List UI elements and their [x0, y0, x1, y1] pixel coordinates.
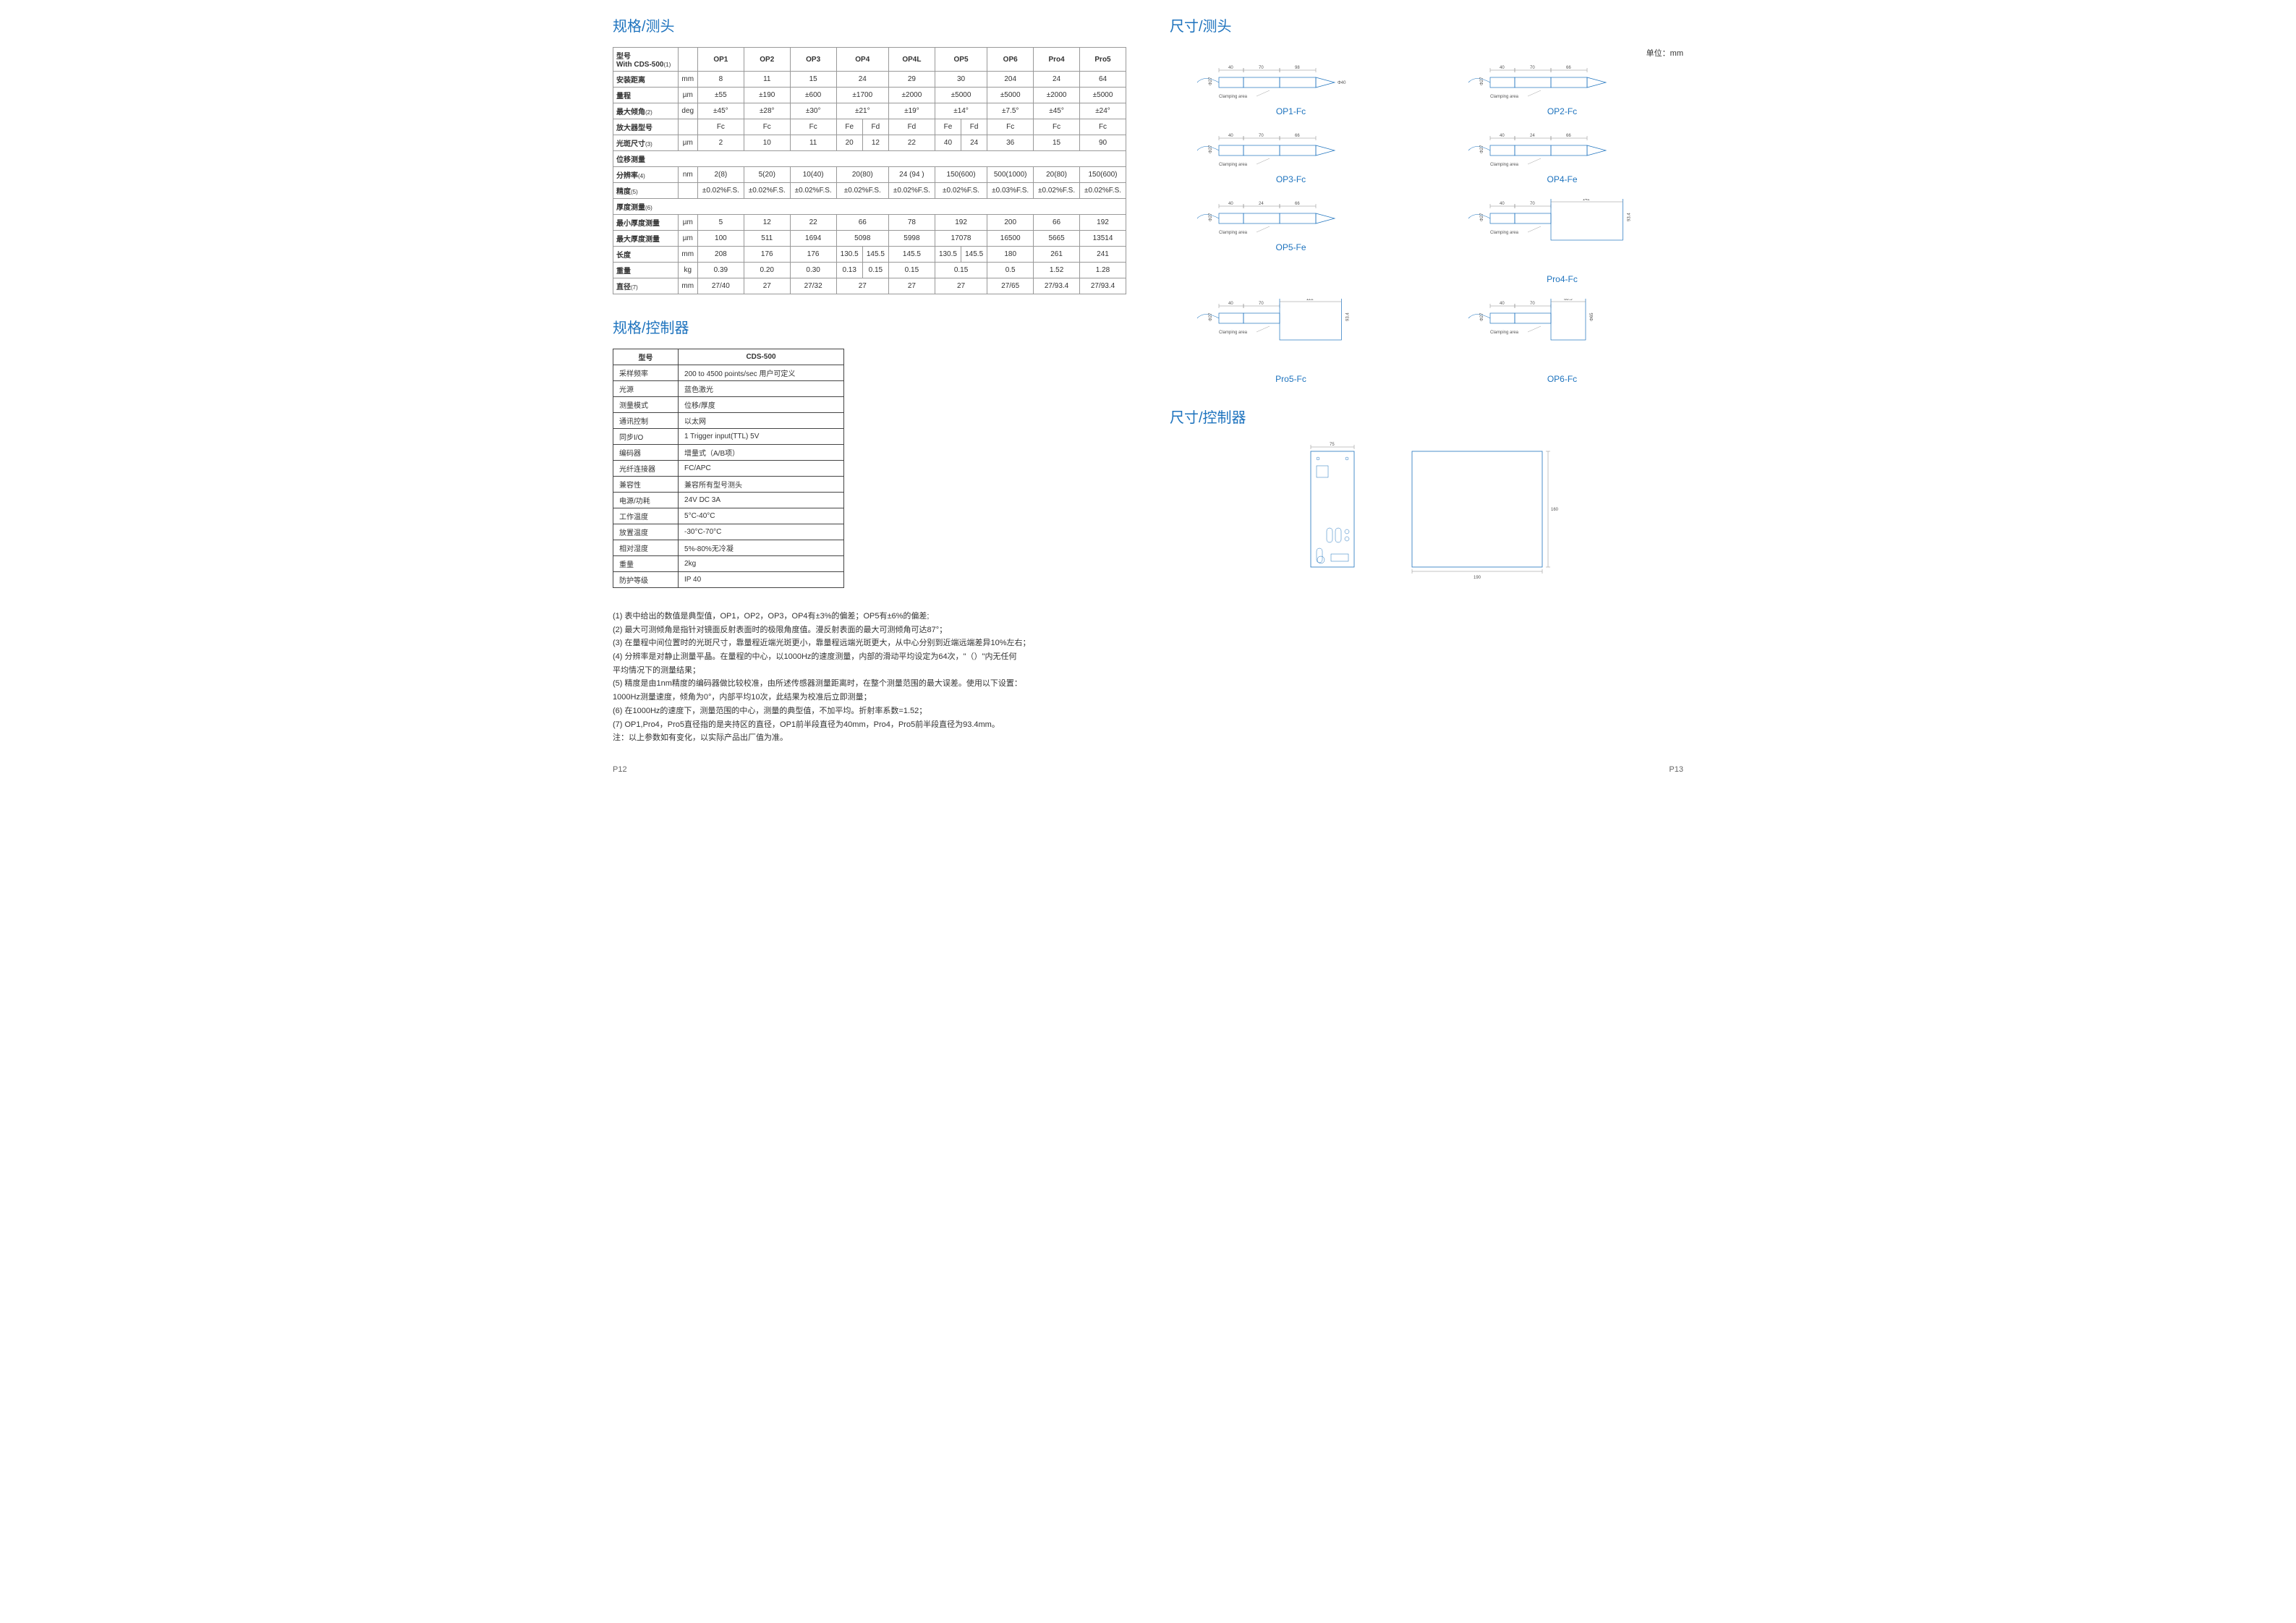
svg-text:93.4: 93.4: [1345, 312, 1350, 321]
svg-text:70: 70: [1259, 134, 1264, 138]
svg-text:40: 40: [1500, 66, 1505, 70]
svg-text:142: 142: [1582, 199, 1590, 202]
svg-text:Φ27: Φ27: [1209, 213, 1213, 221]
svg-text:24: 24: [1530, 134, 1535, 138]
svg-text:Φ65: Φ65: [1589, 312, 1594, 321]
ctrl-table: 型号CDS-500采样频率200 to 4500 points/sec 用户可定…: [613, 349, 844, 588]
svg-text:Clamping area: Clamping area: [1490, 231, 1519, 235]
svg-text:40: 40: [1228, 134, 1233, 138]
svg-text:40: 40: [1228, 202, 1233, 206]
svg-text:Φ27: Φ27: [1480, 312, 1484, 321]
svg-text:Φ27: Φ27: [1480, 213, 1484, 221]
svg-text:70: 70: [1259, 66, 1264, 70]
probe-drawings: 407098Φ40Φ27Clamping areaOP1-Fc407066Φ27…: [1170, 63, 1683, 384]
svg-text:Clamping area: Clamping area: [1490, 163, 1519, 167]
svg-text:Φ27: Φ27: [1480, 145, 1484, 153]
page-number-right: P13: [1669, 765, 1683, 774]
svg-text:24: 24: [1259, 202, 1264, 206]
svg-text:66: 66: [1566, 134, 1571, 138]
svg-text:70: 70: [1530, 302, 1535, 306]
page-left: 规格/测头 型号With CDS-500(1)OP1OP2OP3OP4OP4LO…: [613, 14, 1126, 745]
svg-text:40: 40: [1500, 134, 1505, 138]
svg-text:70: 70: [1259, 302, 1264, 306]
svg-text:122: 122: [1306, 299, 1314, 302]
svg-text:Clamping area: Clamping area: [1219, 331, 1248, 335]
svg-text:Φ27: Φ27: [1209, 312, 1213, 321]
svg-text:66: 66: [1566, 66, 1571, 70]
svg-text:40: 40: [1228, 302, 1233, 306]
page-right: 尺寸/测头 单位：mm 407098Φ40Φ27Clamping areaOP1…: [1170, 14, 1683, 745]
svg-text:190: 190: [1474, 576, 1481, 580]
svg-text:40: 40: [1500, 302, 1505, 306]
svg-text:98: 98: [1295, 66, 1300, 70]
svg-text:Φ40: Φ40: [1338, 81, 1346, 85]
svg-text:40: 40: [1228, 66, 1233, 70]
spec-table: 型号With CDS-500(1)OP1OP2OP3OP4OP4LOP5OP6P…: [613, 47, 1126, 294]
svg-text:66: 66: [1295, 202, 1300, 206]
heading-dim-ctrl: 尺寸/控制器: [1170, 406, 1683, 427]
heading-spec-ctrl: 规格/控制器: [613, 316, 1126, 337]
svg-text:Clamping area: Clamping area: [1219, 95, 1248, 99]
svg-text:160: 160: [1551, 508, 1559, 512]
svg-text:Clamping area: Clamping area: [1490, 331, 1519, 335]
svg-text:Clamping area: Clamping area: [1219, 231, 1248, 235]
svg-text:Clamping area: Clamping area: [1219, 163, 1248, 167]
heading-spec-probe: 规格/测头: [613, 14, 1126, 35]
svg-text:Φ27: Φ27: [1480, 77, 1484, 85]
svg-text:40: 40: [1500, 202, 1505, 206]
svg-text:93.4: 93.4: [1627, 213, 1631, 221]
ctrl-side-svg: 160 190: [1405, 441, 1564, 586]
svg-text:Φ27: Φ27: [1209, 145, 1213, 153]
svg-text:Φ27: Φ27: [1209, 77, 1213, 85]
notes-block: (1) 表中给出的数值是典型值，OP1，OP2，OP3，OP4有±3%的偏差；O…: [613, 610, 1126, 745]
page-number-left: P12: [613, 765, 627, 774]
heading-dim-probe: 尺寸/测头: [1170, 14, 1683, 35]
svg-text:70: 70: [1530, 202, 1535, 206]
ctrl-front-svg: 75: [1289, 441, 1376, 586]
svg-text:66: 66: [1295, 134, 1300, 138]
unit-label: 单位：mm: [1170, 47, 1683, 59]
svg-text:70: 70: [1530, 66, 1535, 70]
svg-text:Clamping area: Clamping area: [1490, 95, 1519, 99]
svg-text:68.5: 68.5: [1563, 299, 1572, 302]
controller-drawing: 75 160 190: [1170, 441, 1683, 586]
svg-text:75: 75: [1330, 443, 1335, 447]
